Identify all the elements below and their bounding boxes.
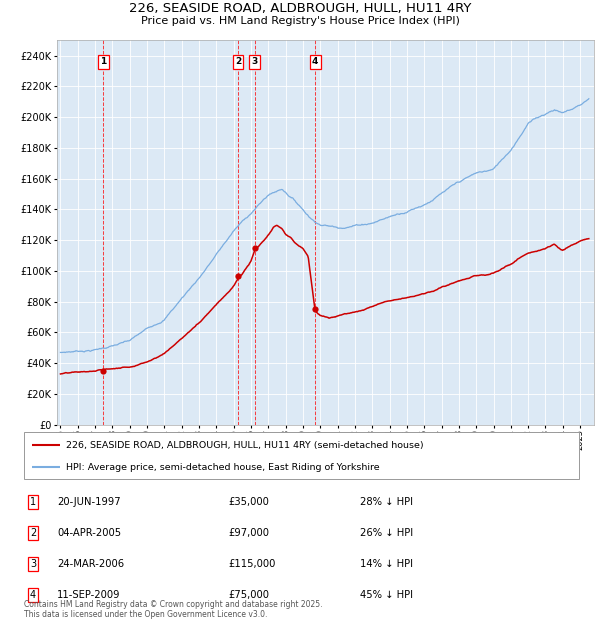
- Text: 2: 2: [235, 57, 241, 66]
- Text: 14% ↓ HPI: 14% ↓ HPI: [360, 559, 413, 569]
- Text: 04-APR-2005: 04-APR-2005: [57, 528, 121, 538]
- Text: 1: 1: [100, 57, 106, 66]
- Text: 226, SEASIDE ROAD, ALDBROUGH, HULL, HU11 4RY (semi-detached house): 226, SEASIDE ROAD, ALDBROUGH, HULL, HU11…: [65, 441, 423, 450]
- Text: 4: 4: [30, 590, 36, 600]
- FancyBboxPatch shape: [24, 432, 579, 479]
- Text: Contains HM Land Registry data © Crown copyright and database right 2025.
This d: Contains HM Land Registry data © Crown c…: [24, 600, 323, 619]
- Text: 11-SEP-2009: 11-SEP-2009: [57, 590, 121, 600]
- Text: 3: 3: [251, 57, 258, 66]
- Text: 4: 4: [312, 57, 318, 66]
- Text: HPI: Average price, semi-detached house, East Riding of Yorkshire: HPI: Average price, semi-detached house,…: [65, 463, 379, 472]
- Text: 26% ↓ HPI: 26% ↓ HPI: [360, 528, 413, 538]
- Text: 45% ↓ HPI: 45% ↓ HPI: [360, 590, 413, 600]
- Text: £35,000: £35,000: [228, 497, 269, 507]
- Text: 1: 1: [30, 497, 36, 507]
- Text: 2: 2: [30, 528, 36, 538]
- Text: 28% ↓ HPI: 28% ↓ HPI: [360, 497, 413, 507]
- Text: £75,000: £75,000: [228, 590, 269, 600]
- Text: £97,000: £97,000: [228, 528, 269, 538]
- Text: 20-JUN-1997: 20-JUN-1997: [57, 497, 121, 507]
- Text: Price paid vs. HM Land Registry's House Price Index (HPI): Price paid vs. HM Land Registry's House …: [140, 16, 460, 26]
- Text: £115,000: £115,000: [228, 559, 275, 569]
- Text: 24-MAR-2006: 24-MAR-2006: [57, 559, 124, 569]
- Text: 3: 3: [30, 559, 36, 569]
- Text: 226, SEASIDE ROAD, ALDBROUGH, HULL, HU11 4RY: 226, SEASIDE ROAD, ALDBROUGH, HULL, HU11…: [129, 2, 471, 16]
